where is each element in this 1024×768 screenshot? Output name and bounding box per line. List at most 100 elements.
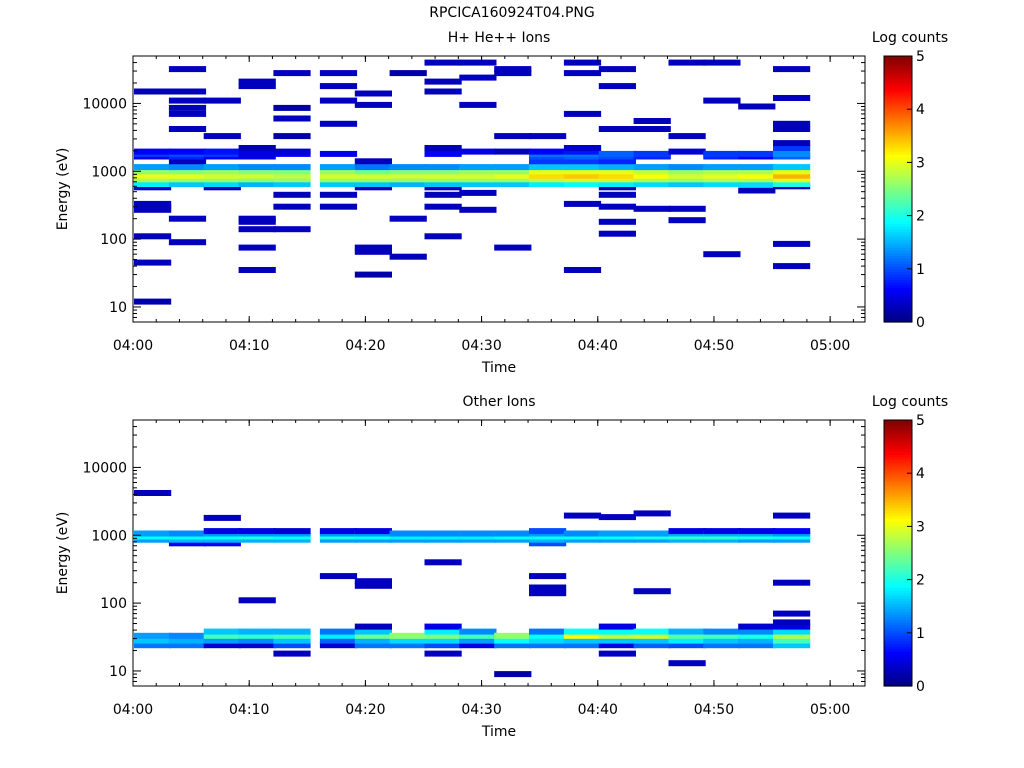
heatmap-cell: [354, 536, 392, 543]
heatmap-cell: [319, 191, 358, 198]
heatmap-cell: [134, 168, 172, 175]
heatmap-cell: [273, 528, 311, 535]
colorbar-segment: [884, 491, 912, 496]
heatmap-cell: [529, 133, 567, 140]
colorbar-tick-label: 5: [916, 49, 925, 65]
colorbar-segment: [884, 457, 912, 461]
heatmap-cell: [203, 540, 241, 547]
y-tick-label: 1000: [91, 528, 127, 544]
heatmap-cell: [529, 637, 567, 644]
heatmap-cell: [598, 530, 636, 537]
colorbar-segment: [884, 425, 912, 429]
heatmap-cell: [424, 628, 462, 635]
colorbar-segment: [884, 529, 912, 533]
colorbar-segment: [884, 659, 912, 663]
heatmap-cell: [563, 148, 602, 155]
heatmap-cell: [703, 642, 741, 649]
heatmap-cell: [633, 118, 671, 124]
heatmap-cell: [529, 632, 567, 639]
heatmap-cell: [529, 172, 567, 179]
heatmap-cell: [319, 642, 358, 649]
heatmap-cell: [703, 97, 741, 104]
colorbar-segment: [884, 478, 912, 482]
colorbar-segment: [884, 651, 912, 655]
heatmap-cell: [134, 530, 172, 537]
heatmap-cell: [203, 528, 241, 535]
heatmap-cell: [134, 148, 172, 155]
x-tick-label: 05:00: [810, 702, 850, 718]
colorbar-segment: [884, 58, 912, 62]
heatmap-cell: [424, 642, 462, 649]
colorbar-segment: [884, 510, 912, 514]
heatmap-cell: [703, 536, 741, 543]
heatmap-cell: [703, 176, 741, 183]
heatmap-cell: [354, 642, 392, 649]
colorbar-segment: [884, 614, 912, 618]
heatmap-cell: [168, 104, 207, 111]
heatmap-cell: [703, 172, 741, 179]
colorbar-segment: [884, 675, 912, 679]
heatmap-cell: [563, 70, 602, 77]
heatmap-cell: [529, 181, 567, 187]
heatmap-cell: [668, 528, 706, 535]
colorbar-segment: [884, 162, 912, 166]
heatmap-cell: [273, 176, 311, 183]
colorbar-segment: [884, 558, 912, 562]
colorbar-segment: [884, 255, 912, 259]
heatmap-cell: [273, 628, 311, 635]
plot-frame: [132, 419, 866, 687]
heatmap-cell: [319, 632, 358, 639]
heatmap-cell: [703, 628, 741, 635]
heatmap-cell: [598, 168, 636, 175]
colorbar-segment: [884, 287, 912, 291]
heatmap-cell: [168, 97, 207, 104]
heatmap-cell: [563, 536, 602, 543]
colorbar-segment: [884, 473, 912, 477]
colorbar-tick-label: 5: [916, 413, 925, 429]
heatmap-cell: [134, 536, 172, 543]
heatmap-cell: [598, 176, 636, 183]
colorbar-segment: [884, 643, 912, 647]
colorbar-segment: [884, 672, 912, 676]
colorbar-segment: [884, 678, 912, 682]
heatmap-cell: [773, 176, 811, 183]
heatmap-cell: [203, 168, 241, 175]
heatmap-cell: [668, 59, 706, 66]
heatmap-cell: [773, 610, 811, 617]
heatmap-cell: [319, 172, 358, 179]
y-tick-label: 10000: [82, 460, 127, 476]
colorbar-segment: [884, 271, 912, 275]
heatmap-cell: [424, 637, 462, 644]
heatmap-cell: [238, 78, 276, 85]
heatmap-cell: [773, 637, 811, 644]
y-tick-label: 10: [109, 664, 127, 680]
colorbar-segment: [884, 234, 912, 238]
colorbar-segment: [884, 143, 912, 148]
heatmap-cell: [273, 168, 311, 175]
heatmap-cell: [238, 536, 276, 543]
heatmap-cell: [424, 233, 462, 240]
heatmap-cell: [738, 623, 776, 630]
heatmap-cell: [319, 70, 358, 77]
heatmap-cell: [563, 110, 602, 117]
heatmap-cell: [134, 184, 172, 191]
heatmap-cell: [598, 637, 636, 644]
heatmap-cell: [238, 218, 276, 225]
heatmap-cell: [738, 168, 776, 175]
colorbar-segment: [884, 521, 912, 525]
heatmap-cell: [703, 181, 741, 187]
colorbar-segment: [884, 106, 912, 110]
heatmap-cell: [168, 126, 207, 132]
heatmap-cell: [238, 172, 276, 179]
heatmap-cell: [563, 632, 602, 639]
heatmap-cell: [738, 632, 776, 639]
colorbar-segment: [884, 640, 912, 645]
heatmap-cell: [424, 650, 462, 657]
colorbar-segment: [884, 611, 912, 615]
colorbar-segment: [884, 119, 912, 124]
heatmap-cell: [703, 164, 741, 171]
heatmap-cell: [319, 628, 358, 635]
x-tick-label: 05:00: [810, 338, 850, 354]
heatmap-cell: [168, 88, 207, 95]
